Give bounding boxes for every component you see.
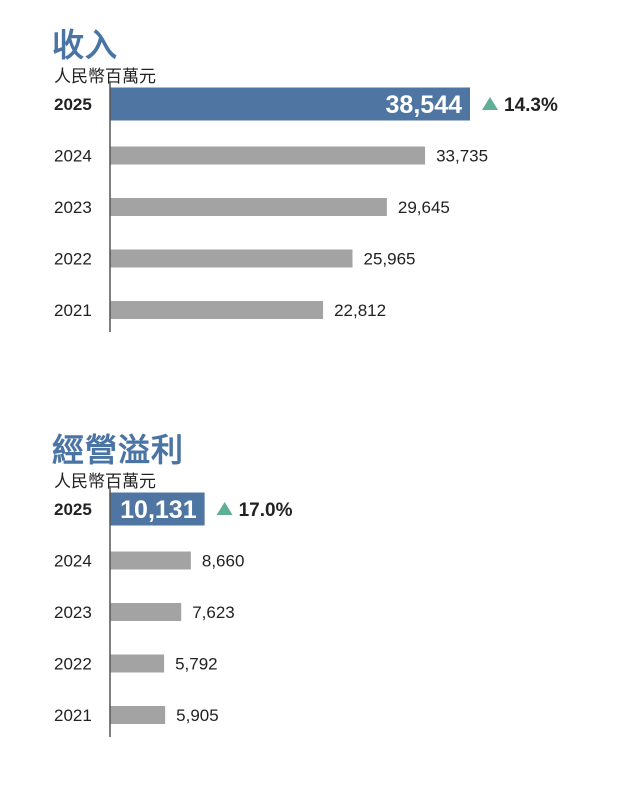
bar-2025 bbox=[110, 87, 470, 121]
value-label-2023: 7,623 bbox=[192, 603, 235, 622]
value-label-2024: 8,660 bbox=[202, 552, 245, 571]
value-label-2025: 38,544 bbox=[386, 91, 463, 119]
bar-2022 bbox=[110, 249, 353, 268]
bar-2022 bbox=[110, 654, 165, 673]
value-label-2022: 25,965 bbox=[364, 250, 416, 269]
operating-profit-panel: 經營溢利 人民幣百萬元 2025 10,131 17.0% 2024 8,660 2023… bbox=[0, 425, 640, 755]
bar-2024 bbox=[110, 551, 191, 570]
bar-2023 bbox=[110, 603, 182, 621]
revenue-chart: 2025 38,544 14.3% 2024 33,735 2023 29,645 2022 2… bbox=[54, 82, 558, 332]
year-label-2023: 2023 bbox=[54, 198, 92, 217]
operating-profit-unit: 人民幣百萬元 bbox=[54, 472, 156, 492]
year-label-2024: 2024 bbox=[54, 147, 92, 166]
change-up-arrow-icon bbox=[482, 97, 498, 110]
revenue-unit: 人民幣百萬元 bbox=[54, 67, 156, 87]
revenue-panel: 收入 人民幣百萬元 2025 38,544 14.3% 2024 33,735 2023 2… bbox=[0, 20, 640, 350]
year-label-2025: 2025 bbox=[54, 95, 92, 114]
value-label-2024: 33,735 bbox=[436, 147, 488, 166]
value-label-2022: 5,792 bbox=[175, 655, 218, 674]
year-label-2024: 2024 bbox=[54, 552, 92, 571]
value-label-2023: 29,645 bbox=[398, 198, 450, 217]
bar-2024 bbox=[110, 146, 426, 165]
year-label-2022: 2022 bbox=[54, 655, 92, 674]
change-label: 17.0% bbox=[239, 500, 293, 521]
value-label-2021: 5,905 bbox=[176, 706, 219, 725]
year-label-2023: 2023 bbox=[54, 603, 92, 622]
revenue-title: 收入 bbox=[52, 26, 119, 64]
bar-2021 bbox=[110, 301, 324, 319]
bar-2025 bbox=[110, 492, 205, 526]
operating-profit-title: 經營溢利 bbox=[52, 431, 185, 469]
year-label-2021: 2021 bbox=[54, 706, 92, 725]
year-label-2021: 2021 bbox=[54, 301, 92, 320]
bar-2021 bbox=[110, 706, 166, 724]
bar-2023 bbox=[110, 198, 387, 216]
year-label-2025: 2025 bbox=[54, 500, 92, 519]
year-label-2022: 2022 bbox=[54, 250, 92, 269]
value-label-2021: 22,812 bbox=[334, 301, 386, 320]
operating-profit-chart: 2025 10,131 17.0% 2024 8,660 2023 7,623 2022 5,7… bbox=[54, 487, 293, 737]
change-label: 14.3% bbox=[504, 95, 558, 116]
value-label-2025: 10,131 bbox=[120, 496, 197, 524]
change-up-arrow-icon bbox=[216, 502, 233, 515]
